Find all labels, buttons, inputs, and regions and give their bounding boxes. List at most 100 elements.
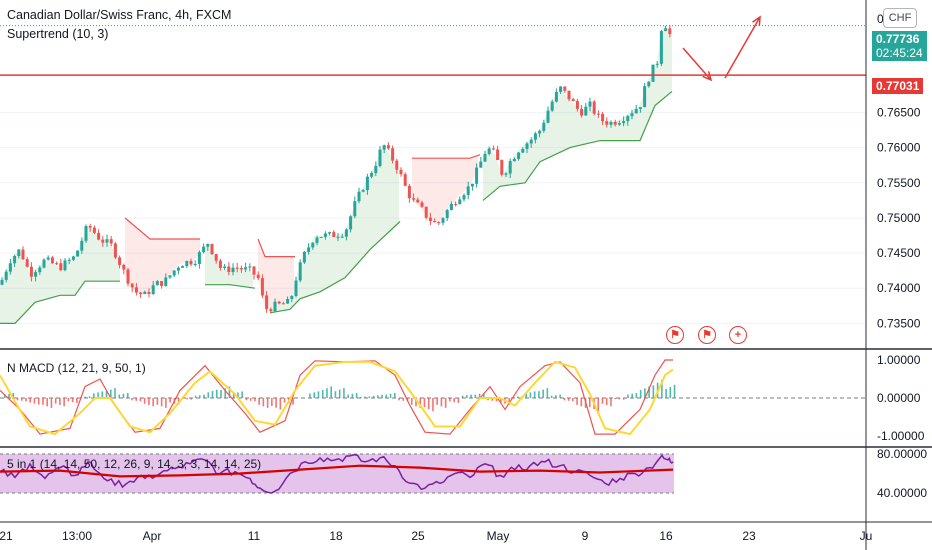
candle-body bbox=[475, 167, 479, 184]
candle-body bbox=[273, 301, 277, 312]
candle-body bbox=[88, 225, 92, 228]
candle-body bbox=[407, 185, 411, 199]
macd-histogram-bar bbox=[126, 393, 129, 398]
macd-histogram-bar bbox=[597, 398, 600, 412]
candle-body bbox=[340, 236, 344, 238]
time-tick-label: 25 bbox=[411, 529, 425, 543]
flag-icon[interactable]: ⚑ bbox=[698, 326, 716, 344]
candle-body bbox=[559, 86, 563, 92]
macd-histogram-bar bbox=[271, 398, 273, 406]
macd-histogram-bar bbox=[16, 398, 19, 401]
candle-body bbox=[46, 257, 50, 260]
macd-histogram-bar bbox=[131, 398, 133, 401]
candle-body bbox=[512, 158, 516, 162]
supertrend-up-line bbox=[205, 284, 256, 289]
candle-body bbox=[155, 281, 159, 286]
macd-histogram-bar bbox=[491, 398, 494, 401]
candle-body bbox=[454, 203, 458, 205]
candle-body bbox=[391, 148, 395, 161]
candle-body bbox=[630, 113, 634, 117]
candle-body bbox=[231, 267, 235, 273]
macd-histogram-bar bbox=[321, 390, 324, 398]
chart-title: Canadian Dollar/Swiss Franc, 4h, FXCM bbox=[7, 8, 232, 22]
macd-histogram-bar bbox=[190, 398, 193, 400]
price-tick-label: 0.75500 bbox=[877, 176, 921, 190]
macd-histogram-bar bbox=[559, 394, 561, 398]
candle-body bbox=[0, 279, 4, 285]
macd-histogram-bar bbox=[635, 393, 638, 398]
osc-tick-label: 40.00000 bbox=[877, 486, 927, 500]
candle-body bbox=[428, 217, 432, 222]
candle-body bbox=[601, 113, 605, 122]
candle-body bbox=[113, 243, 117, 258]
candle-body bbox=[210, 244, 214, 255]
macd-histogram-bar bbox=[258, 398, 260, 405]
macd-histogram-bar bbox=[326, 388, 328, 398]
candle-body bbox=[97, 232, 101, 240]
candle-body bbox=[202, 246, 206, 253]
macd-histogram-bar bbox=[249, 398, 252, 401]
candle-body bbox=[605, 121, 609, 125]
candle-body bbox=[218, 260, 222, 268]
candle-body bbox=[592, 101, 596, 114]
macd-histogram-bar bbox=[415, 398, 417, 407]
macd-histogram-bar bbox=[461, 395, 464, 398]
macd-label: N MACD (12, 21, 9, 50, 1) bbox=[7, 361, 146, 375]
candle-body bbox=[437, 222, 441, 224]
macd-histogram-bar bbox=[627, 394, 629, 398]
candle-body bbox=[176, 267, 180, 271]
candle-body bbox=[500, 159, 504, 175]
macd-histogram-bar bbox=[114, 388, 116, 398]
candle-body bbox=[399, 169, 403, 175]
candle-body bbox=[571, 99, 575, 102]
candle-body bbox=[588, 101, 592, 107]
supertrend-fill bbox=[0, 227, 120, 324]
candle-body bbox=[50, 257, 54, 264]
candle-body bbox=[617, 123, 621, 125]
macd-histogram-bar bbox=[186, 398, 188, 400]
macd-histogram-bar bbox=[402, 398, 405, 401]
candle-body bbox=[365, 176, 369, 191]
macd-histogram-bar bbox=[42, 398, 44, 405]
candle-body bbox=[197, 252, 201, 264]
candle-body bbox=[168, 275, 172, 278]
macd-histogram-bar bbox=[618, 398, 621, 400]
candle-body bbox=[533, 133, 537, 140]
candle-body bbox=[223, 266, 227, 268]
macd-histogram-bar bbox=[360, 396, 362, 398]
macd-histogram-bar bbox=[398, 398, 400, 401]
candle-body bbox=[378, 149, 382, 166]
osc-label: 5 in 1 (14, 14, 50, 12, 26, 9, 14, 3, 3,… bbox=[7, 457, 262, 471]
macd-histogram-bar bbox=[97, 392, 99, 398]
countdown: 02:45:24 bbox=[876, 46, 923, 60]
candle-body bbox=[525, 143, 529, 149]
macd-histogram-bar bbox=[516, 396, 519, 398]
candle-body bbox=[4, 271, 8, 280]
candle-body bbox=[147, 291, 151, 294]
supertrend-label: Supertrend (10, 3) bbox=[7, 27, 109, 41]
macd-histogram-bar bbox=[46, 398, 48, 407]
supertrend-fill bbox=[125, 217, 200, 295]
macd-histogram-bar bbox=[483, 393, 485, 398]
flag-icon[interactable]: ⚑ bbox=[666, 326, 684, 344]
macd-histogram-bar bbox=[156, 398, 159, 405]
candle-body bbox=[130, 283, 134, 288]
candle-body bbox=[491, 148, 495, 150]
macd-histogram-bar bbox=[8, 393, 10, 398]
macd-histogram-bar bbox=[495, 398, 498, 402]
candle-body bbox=[80, 240, 84, 251]
macd-histogram-bar bbox=[50, 398, 53, 408]
plus-icon[interactable]: + bbox=[729, 326, 747, 344]
candle-body bbox=[311, 242, 315, 248]
macd-histogram-bar bbox=[20, 398, 23, 401]
currency-button[interactable]: CHF bbox=[883, 8, 917, 28]
macd-histogram-bar bbox=[165, 398, 167, 408]
macd-histogram-bar bbox=[203, 394, 205, 398]
macd-histogram-bar bbox=[538, 391, 540, 398]
candle-body bbox=[395, 160, 399, 170]
macd-histogram-bar bbox=[109, 389, 112, 398]
candle-body bbox=[227, 266, 231, 273]
candle-body bbox=[118, 257, 122, 265]
candle-body bbox=[382, 145, 386, 150]
